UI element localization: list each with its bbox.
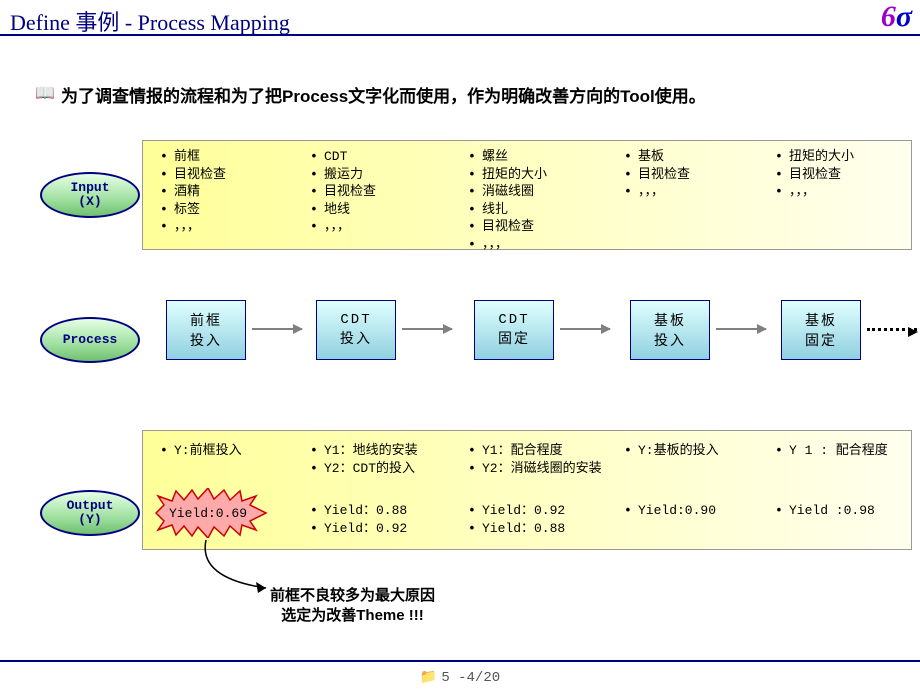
process-label: Process [40,317,140,363]
process-box-3: 基板投入 [630,300,710,360]
input-col-2: 螺丝扭矩的大小消磁线圈线扎目视检查，，， [468,148,547,253]
input-col-0: 前框目视检查酒精标签，，， [160,148,226,236]
output-col-2: Y1：配合程度Y2：消磁线圈的安装 [468,442,602,477]
footer: 📁5 -4/20 [0,669,920,686]
arrow-3 [716,328,766,330]
footer-line [0,660,920,662]
arrow-1 [402,328,452,330]
page-title: Define 事例 - Process Mapping [10,5,290,37]
process-box-1: CDT投入 [316,300,396,360]
yield-starburst: Yield:0.69 [148,488,268,538]
logo-six: 6 [881,0,896,33]
arrow-0 [252,328,302,330]
arrow-2 [560,328,610,330]
input-label: Input(X) [40,172,140,218]
output-col-0: Y:前框投入 [160,442,242,460]
process-box-4: 基板固定 [781,300,861,360]
output-col-4: Y 1 : 配合程度 [775,442,888,460]
yield-col-4: Yield :0.98 [775,502,875,520]
process-box-2: CDT固定 [474,300,554,360]
output-col-1: Y1：地线的安装Y2：CDT的投入 [310,442,418,477]
header: Define 事例 - Process Mapping 6σ [0,0,920,35]
intro-text: 为了调查情报的流程和为了把Process文字化而使用，作为明确改善方向的Tool… [35,82,706,107]
starburst-label: Yield:0.69 [148,488,268,538]
logo-sigma: σ [896,0,912,33]
output-label: Output(Y) [40,490,140,536]
yield-col-3: Yield:0.90 [624,502,716,520]
callout-text: 前框不良较多为最大原因选定为改善Theme !!! [270,586,435,627]
process-box-0: 前框投入 [166,300,246,360]
output-col-3: Y:基板的投入 [624,442,719,460]
six-sigma-logo: 6σ [881,0,912,34]
arrow-4 [867,328,917,331]
input-col-3: 基板目视检查，，， [624,148,690,201]
folder-icon: 📁 [420,670,437,686]
yield-col-1: Yield：0.88Yield：0.92 [310,502,407,537]
yield-col-2: Yield：0.92Yield：0.88 [468,502,565,537]
input-col-4: 扭矩的大小目视检查，，， [775,148,854,201]
input-col-1: CDT搬运力目视检查 地线，，， [310,148,376,236]
title-underline [0,34,920,36]
